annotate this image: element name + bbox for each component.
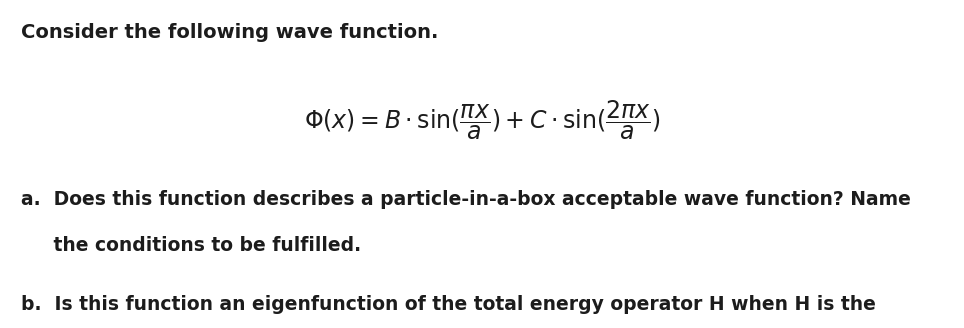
Text: $\Phi(x) = B \cdot \sin(\dfrac{\pi x}{a}) + C \cdot \sin(\dfrac{2\pi x}{a})$: $\Phi(x) = B \cdot \sin(\dfrac{\pi x}{a}… (304, 98, 660, 142)
Text: a.  Does this function describes a particle-in-a-box acceptable wave function? N: a. Does this function describes a partic… (21, 190, 911, 209)
Text: the conditions to be fulfilled.: the conditions to be fulfilled. (21, 236, 362, 255)
Text: b.  Is this function an eigenfunction of the total energy operator H when H is t: b. Is this function an eigenfunction of … (21, 295, 876, 314)
Text: Consider the following wave function.: Consider the following wave function. (21, 23, 439, 42)
